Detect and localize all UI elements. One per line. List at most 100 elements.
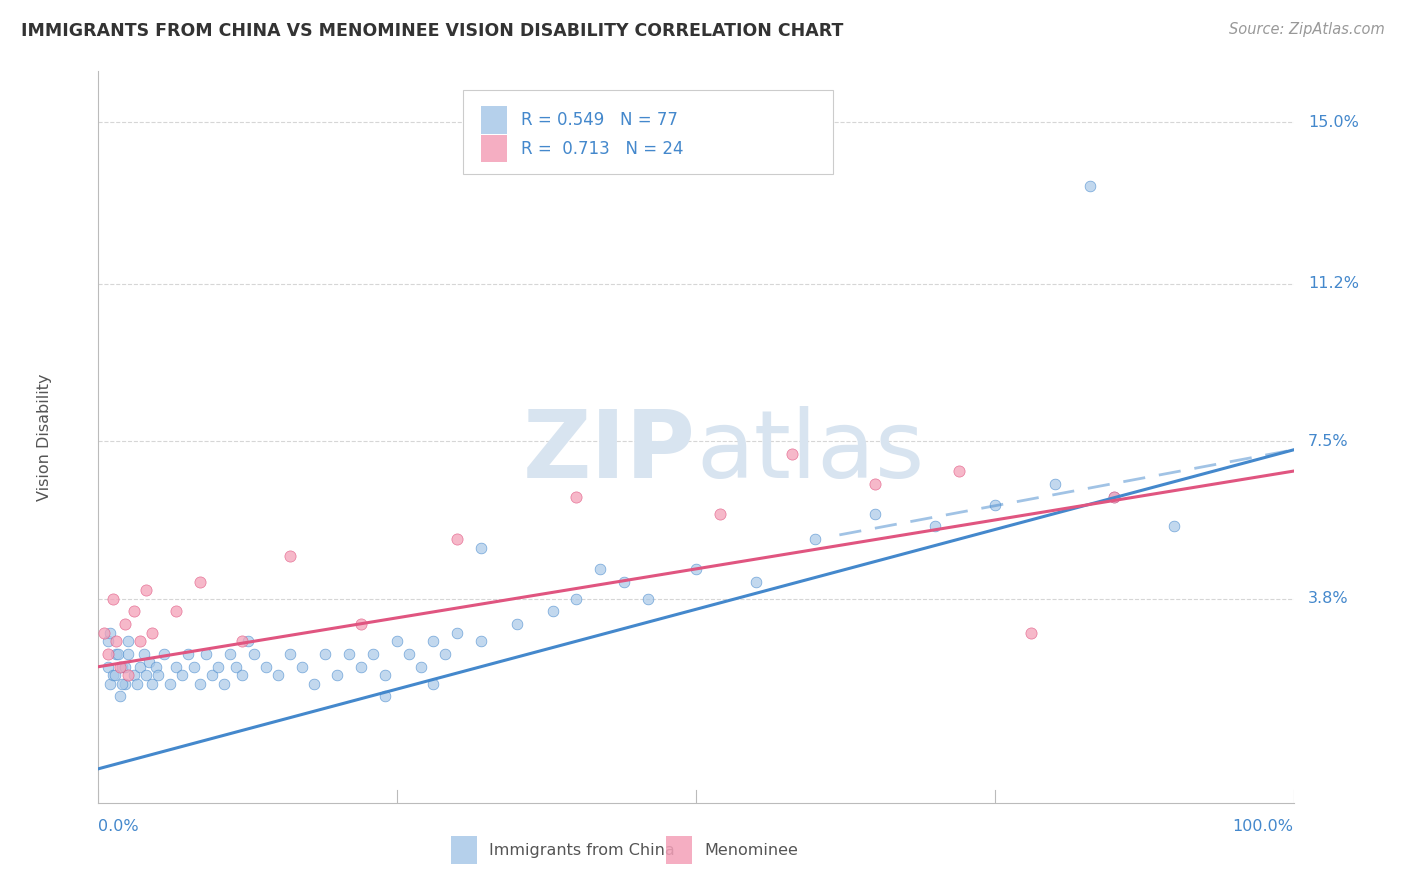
Text: 100.0%: 100.0%	[1233, 819, 1294, 834]
Point	[398, 647, 420, 661]
Point	[865, 476, 887, 491]
Point	[114, 677, 136, 691]
Point	[434, 647, 457, 661]
Point	[188, 574, 211, 589]
Point	[153, 647, 176, 661]
Point	[105, 634, 128, 648]
Point	[565, 490, 588, 504]
Point	[374, 668, 396, 682]
Point	[111, 659, 134, 673]
Point	[278, 647, 301, 661]
Point	[984, 498, 1007, 512]
Point	[225, 659, 247, 673]
Point	[1080, 179, 1102, 194]
Point	[212, 677, 235, 691]
Point	[422, 677, 444, 691]
Text: Source: ZipAtlas.com: Source: ZipAtlas.com	[1229, 22, 1385, 37]
Point	[278, 549, 301, 563]
Point	[114, 617, 136, 632]
Point	[231, 668, 253, 682]
Point	[135, 668, 157, 682]
Point	[411, 659, 433, 673]
Point	[1104, 490, 1126, 504]
Point	[138, 656, 160, 670]
Point	[315, 647, 337, 661]
Point	[326, 668, 349, 682]
Point	[745, 574, 768, 589]
Text: 7.5%: 7.5%	[1308, 434, 1348, 449]
Point	[114, 659, 136, 673]
Point	[129, 634, 152, 648]
Point	[685, 562, 707, 576]
Point	[302, 677, 325, 691]
Point	[125, 677, 148, 691]
Point	[183, 659, 205, 673]
Point	[108, 690, 131, 704]
Point	[231, 634, 253, 648]
Point	[1043, 476, 1066, 491]
Point	[363, 647, 385, 661]
Point	[446, 532, 468, 546]
Point	[97, 634, 120, 648]
Point	[98, 625, 122, 640]
Point	[97, 659, 120, 673]
Point	[188, 677, 211, 691]
Text: R = 0.549   N = 77: R = 0.549 N = 77	[522, 112, 678, 129]
Point	[1019, 625, 1042, 640]
FancyBboxPatch shape	[481, 106, 508, 134]
Point	[350, 617, 373, 632]
FancyBboxPatch shape	[481, 135, 508, 162]
Point	[541, 604, 564, 618]
Point	[446, 625, 468, 640]
Text: Menominee: Menominee	[704, 843, 799, 858]
Point	[637, 591, 659, 606]
FancyBboxPatch shape	[463, 90, 834, 174]
Point	[470, 634, 492, 648]
Point	[291, 659, 314, 673]
Point	[132, 647, 155, 661]
Text: Vision Disability: Vision Disability	[37, 374, 52, 500]
FancyBboxPatch shape	[451, 837, 477, 864]
Point	[104, 668, 127, 682]
Point	[709, 507, 731, 521]
Point	[374, 690, 396, 704]
Point	[135, 583, 157, 598]
Point	[589, 562, 612, 576]
Point	[165, 659, 187, 673]
Point	[124, 668, 146, 682]
Point	[1104, 490, 1126, 504]
Point	[243, 647, 266, 661]
Text: Immigrants from China: Immigrants from China	[489, 843, 675, 858]
Point	[141, 625, 163, 640]
Point	[254, 659, 277, 673]
Point	[101, 668, 124, 682]
Text: 11.2%: 11.2%	[1308, 277, 1358, 292]
Text: atlas: atlas	[696, 406, 924, 498]
Point	[506, 617, 529, 632]
Point	[117, 634, 139, 648]
Point	[804, 532, 827, 546]
Point	[201, 668, 224, 682]
Point	[165, 604, 187, 618]
Point	[948, 464, 970, 478]
Point	[107, 647, 129, 661]
Text: 3.8%: 3.8%	[1308, 591, 1348, 607]
Point	[117, 668, 139, 682]
Point	[350, 659, 373, 673]
FancyBboxPatch shape	[666, 837, 692, 864]
Text: 0.0%: 0.0%	[98, 819, 139, 834]
Point	[219, 647, 242, 661]
Point	[148, 668, 170, 682]
Point	[117, 647, 139, 661]
Point	[108, 659, 131, 673]
Point	[865, 507, 887, 521]
Point	[470, 541, 492, 555]
Point	[385, 634, 409, 648]
Text: ZIP: ZIP	[523, 406, 696, 498]
Point	[93, 625, 115, 640]
Point	[339, 647, 361, 661]
Point	[177, 647, 200, 661]
Text: IMMIGRANTS FROM CHINA VS MENOMINEE VISION DISABILITY CORRELATION CHART: IMMIGRANTS FROM CHINA VS MENOMINEE VISIO…	[21, 22, 844, 40]
Point	[207, 659, 229, 673]
Text: R =  0.713   N = 24: R = 0.713 N = 24	[522, 140, 683, 158]
